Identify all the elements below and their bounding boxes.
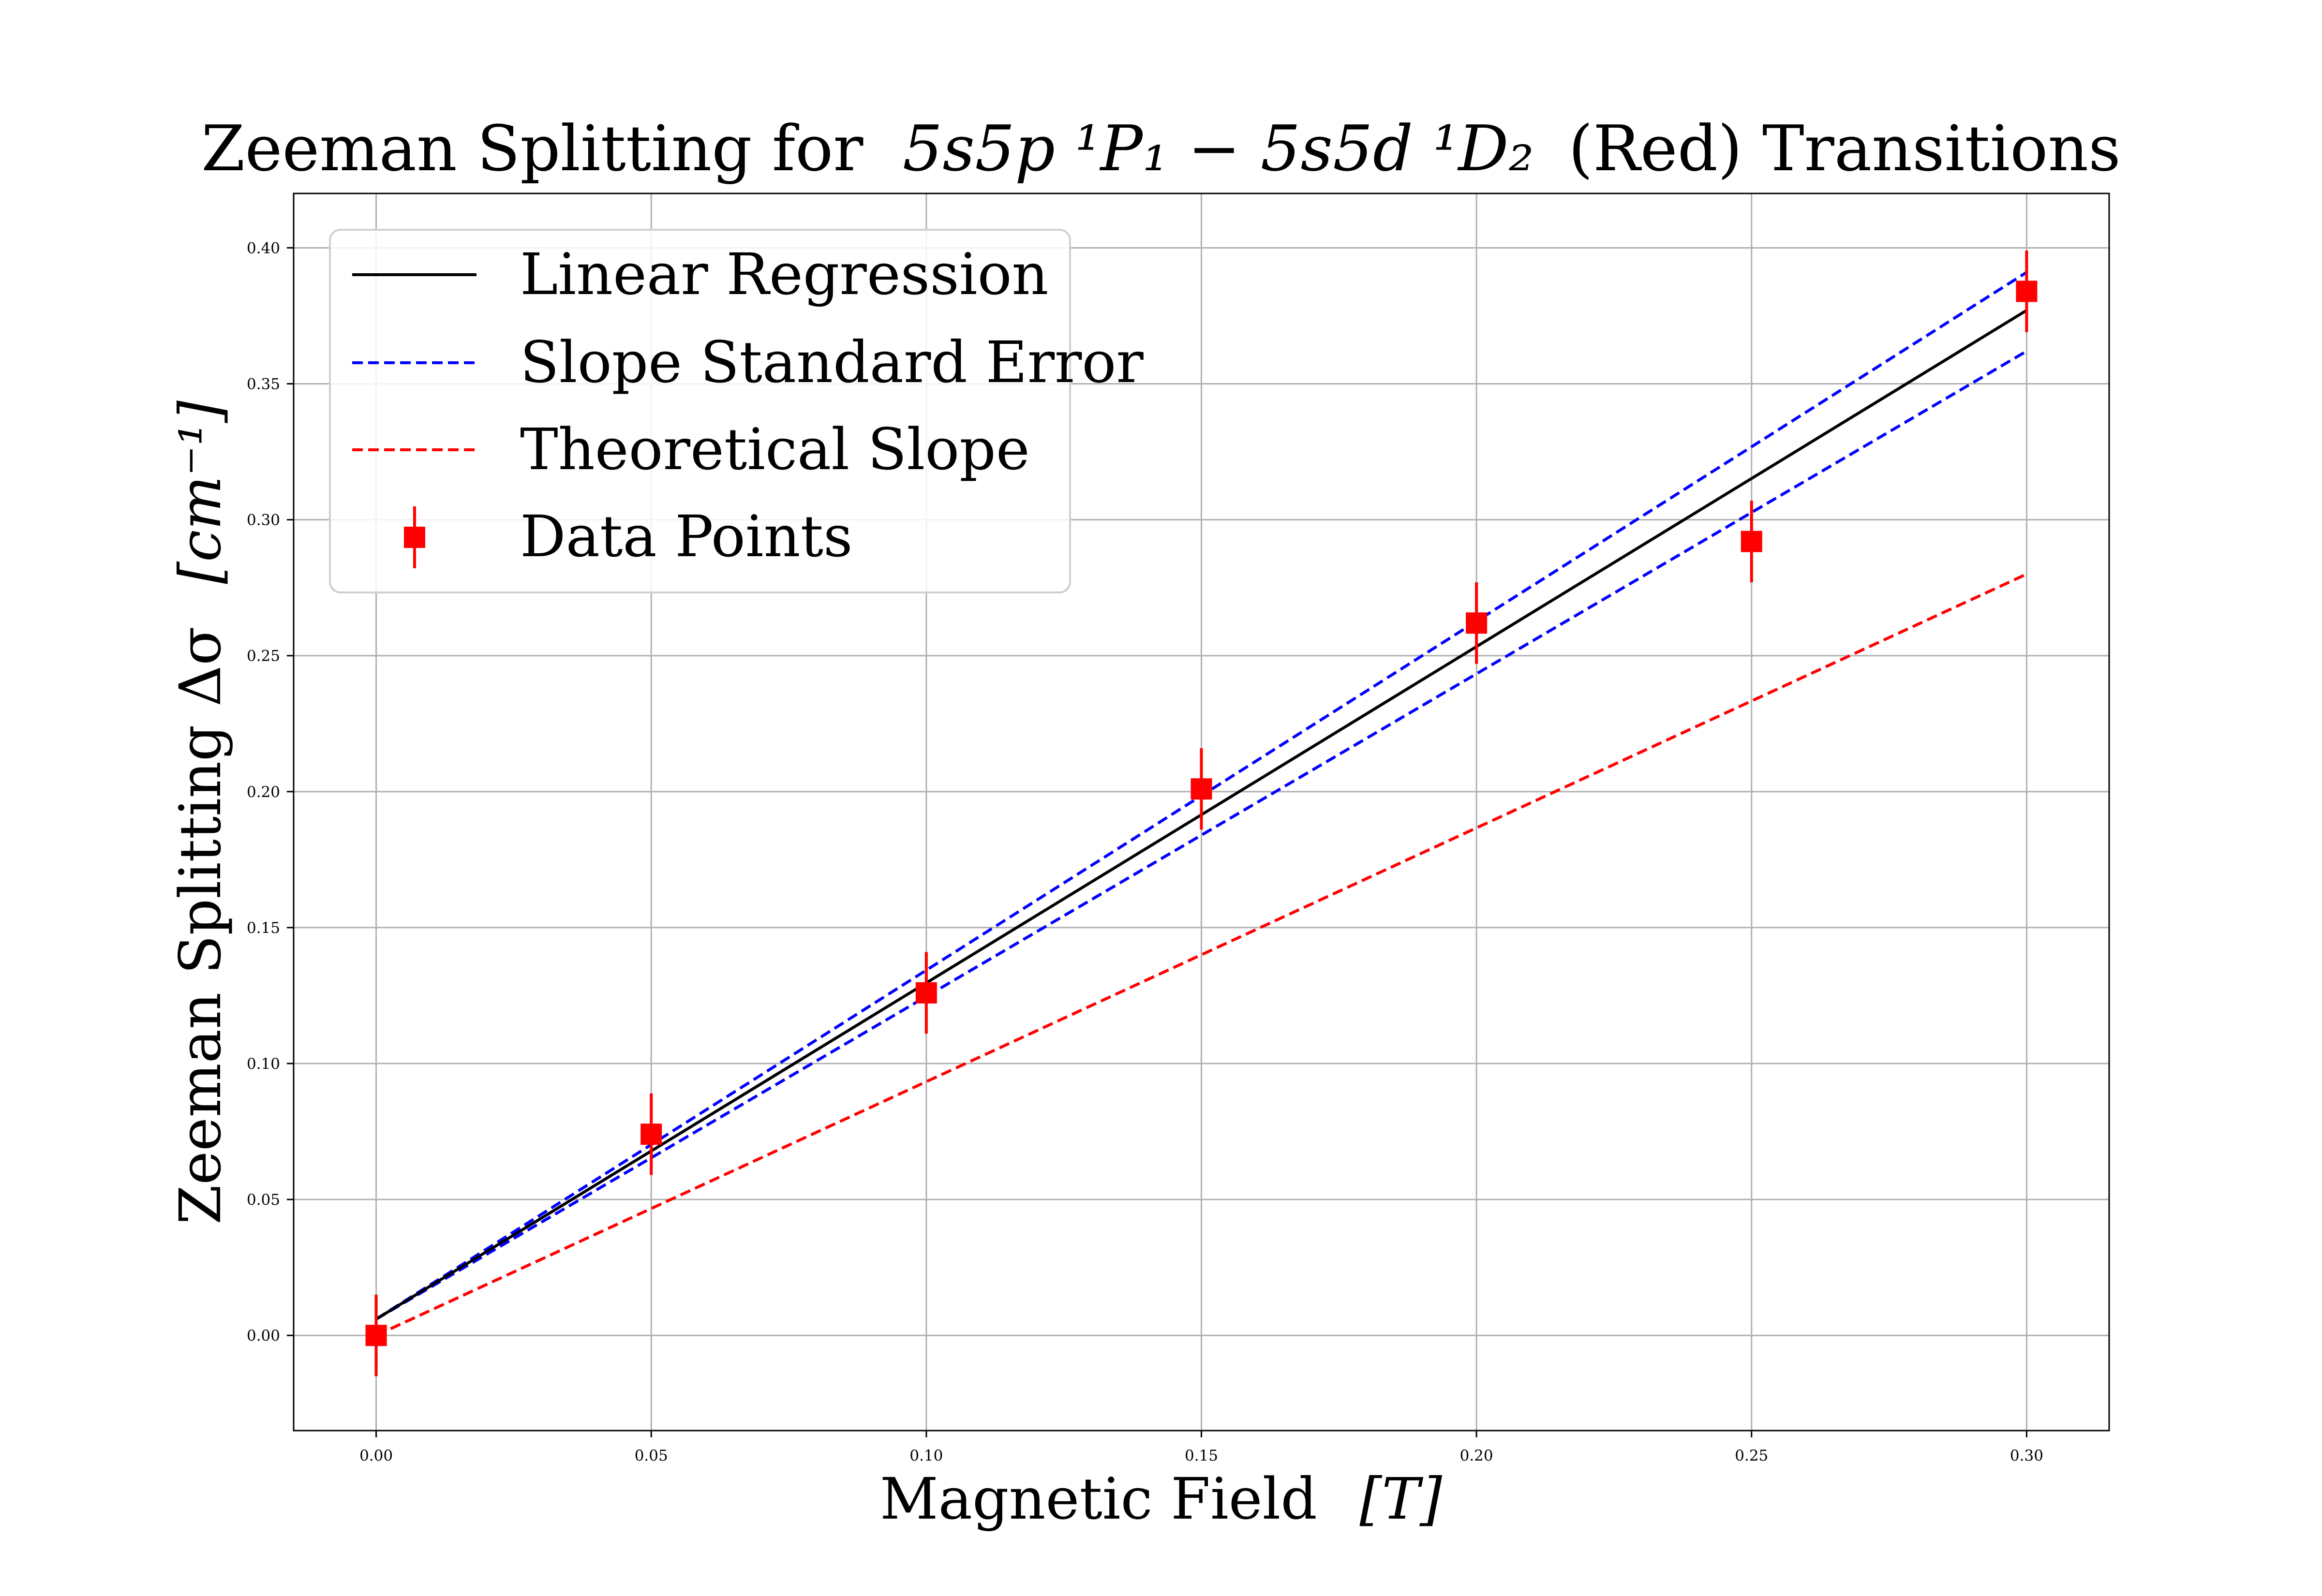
x-tick-label: 0.05 [635, 1447, 668, 1464]
y-tick-label: 0.05 [247, 1191, 280, 1209]
data-point-marker [2016, 281, 2038, 302]
ticks-layer: 0.00 0.05 0.10 0.15 0.20 0.25 0.30 0.00 0.05 0.10… [247, 239, 2043, 1464]
chart-title-math: 5s5p ¹P₁ − 5s5d ¹D₂ [903, 112, 1534, 185]
y-axis-label-text: Zeeman Splitting Δσ [167, 626, 234, 1225]
legend-label-theoretical-slope: Theoretical Slope [520, 416, 1030, 483]
x-tick-label: 0.20 [1460, 1447, 1493, 1464]
x-tick-label: 0.10 [909, 1447, 943, 1464]
data-point-marker [640, 1123, 662, 1145]
y-tick-label: 0.00 [247, 1327, 280, 1345]
grid-lines [294, 193, 2109, 1431]
legend-label-slope-standard-error: Slope Standard Error [520, 329, 1144, 396]
data-point-marker [1191, 778, 1212, 800]
x-tick-label: 0.15 [1185, 1447, 1218, 1464]
legend-label-data-points: Data Points [520, 503, 853, 570]
x-axis-label: Magnetic Field [T] [880, 1465, 1443, 1532]
legend-frame [329, 229, 1071, 593]
legend-label-linear-regression: Linear Regression [520, 241, 1049, 308]
chart-title: Zeeman Splitting for 5s5p ¹P₁ − 5s5d ¹D₂… [201, 112, 2121, 185]
y-tick-label: 0.10 [247, 1055, 280, 1073]
data-point-marker [1466, 612, 1488, 634]
x-tick-label: 0.30 [2010, 1447, 2043, 1464]
data-point-marker [365, 1325, 387, 1346]
legend-swatch-data-points-marker [404, 527, 425, 548]
x-tick-label: 0.00 [359, 1447, 393, 1464]
x-axis-label-unit: [T] [1359, 1465, 1443, 1532]
y-tick-label: 0.20 [247, 783, 280, 801]
series-layer [365, 251, 2038, 1376]
chart-title-prefix: Zeeman Splitting for [201, 112, 863, 185]
y-tick-label: 0.25 [247, 648, 280, 665]
data-point-marker [1741, 531, 1762, 552]
y-tick-label: 0.35 [247, 376, 280, 393]
y-tick-label: 0.40 [247, 239, 280, 257]
y-axis-label: Zeeman Splitting Δσ [cm⁻¹] [167, 400, 234, 1225]
y-axis-label-unit: [cm⁻¹] [167, 400, 234, 584]
data-point-marker [915, 982, 937, 1004]
y-tick-label: 0.30 [247, 512, 280, 529]
x-tick-label: 0.25 [1735, 1447, 1768, 1464]
chart-title-suffix: (Red) Transitions [1568, 112, 2121, 185]
legend: Linear Regression Slope Standard Error T… [329, 229, 1144, 593]
y-tick-label: 0.15 [247, 919, 280, 937]
x-axis-label-text: Magnetic Field [880, 1465, 1317, 1532]
